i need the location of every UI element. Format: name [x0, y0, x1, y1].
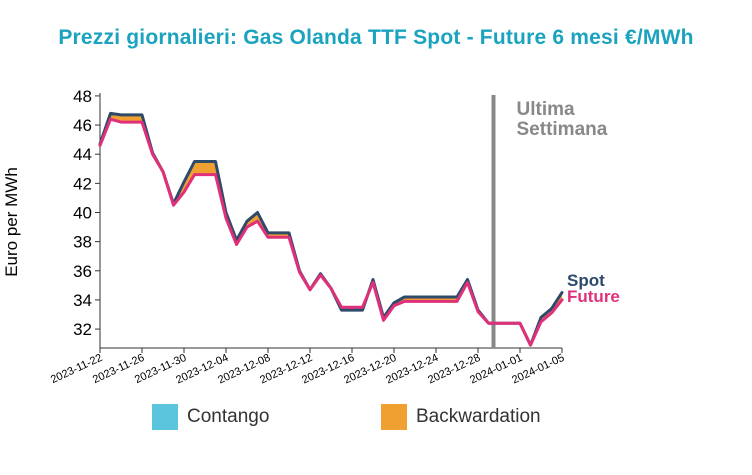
- spread-segment: [205, 161, 216, 175]
- series-label-spot: Spot: [567, 271, 605, 290]
- last-week-annotation-line2: Settimana: [517, 119, 608, 140]
- contango-swatch: [152, 404, 178, 430]
- y-tick-label: 46: [73, 116, 92, 135]
- spread-segment: [121, 114, 132, 123]
- backwardation-label: Backwardation: [416, 406, 541, 427]
- y-axis-label: Euro per MWh: [2, 167, 21, 277]
- chart-title: Prezzi giornalieri: Gas Olanda TTF Spot …: [58, 26, 694, 49]
- backwardation-swatch: [381, 404, 407, 430]
- y-tick-label: 38: [73, 233, 92, 252]
- y-tick-label: 44: [73, 145, 92, 164]
- series-line-future: [98, 117, 564, 347]
- last-week-annotation-line1: Ultima: [517, 99, 576, 120]
- series-label-future: Future: [567, 287, 620, 306]
- series-lines: [98, 111, 564, 347]
- contango-label: Contango: [187, 406, 270, 427]
- y-tick-label: 48: [73, 87, 92, 106]
- legend-backwardation: Backwardation: [381, 404, 541, 430]
- y-tick-label: 34: [73, 291, 92, 310]
- y-tick-label: 42: [73, 174, 92, 193]
- y-tick-label: 36: [73, 262, 92, 281]
- y-tick-label: 32: [73, 320, 92, 339]
- y-tick-label: 40: [73, 203, 92, 222]
- y-axis-ticks: 32 34 36 38 40 42 44 46 48: [73, 87, 100, 339]
- spread-segment: [131, 114, 142, 123]
- x-axis-ticks: 2023-11-222023-11-262023-11-302023-12-04…: [49, 348, 566, 387]
- spread-segment: [194, 161, 205, 175]
- legend-contango: Contango: [152, 404, 269, 430]
